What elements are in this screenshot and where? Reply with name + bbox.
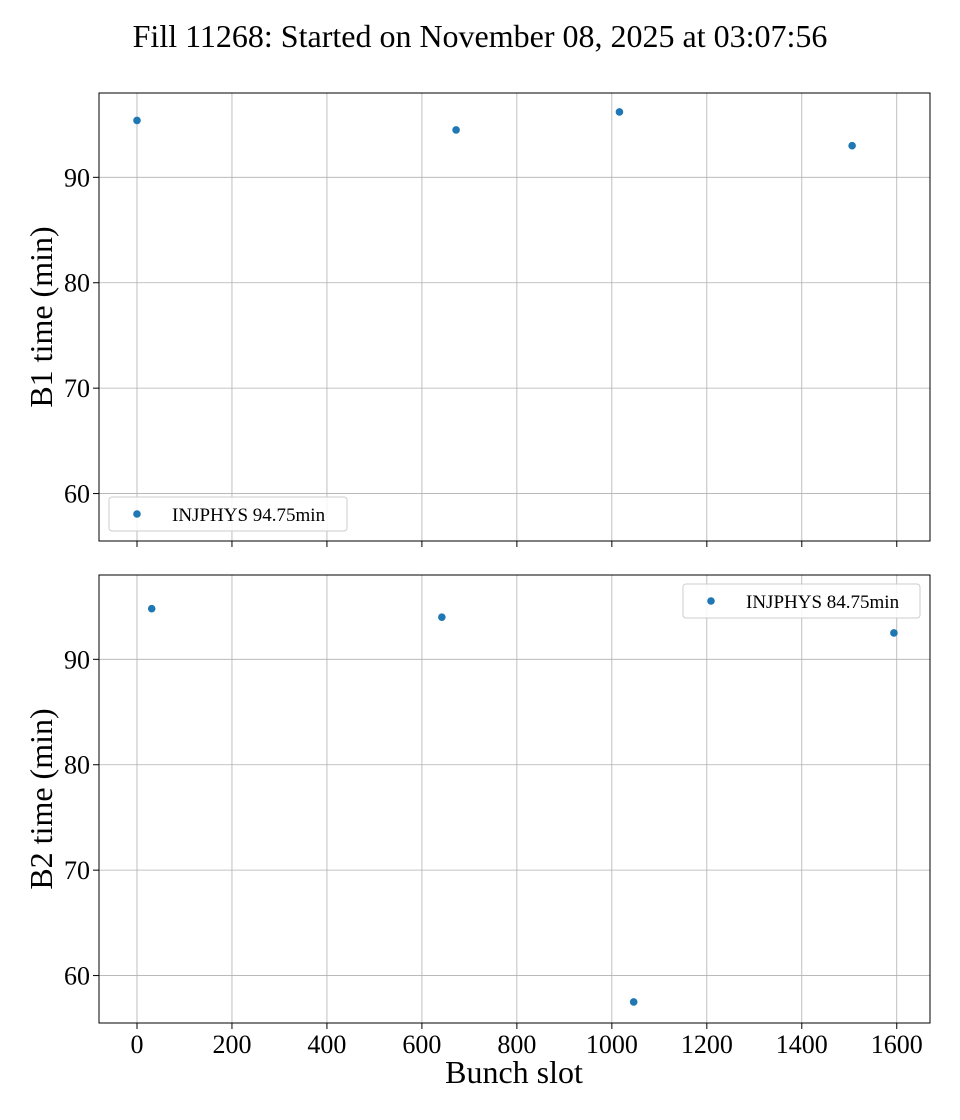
y-tick-label: 60: [64, 962, 90, 991]
x-tick-label: 400: [307, 1030, 346, 1059]
legend-marker: [133, 510, 141, 518]
legend-box: [682, 583, 921, 619]
legend-box: [108, 496, 348, 532]
y-tick-label: 70: [64, 856, 90, 885]
legend-label: INJPHYS 84.75min: [746, 592, 900, 613]
legend-marker: [707, 597, 715, 605]
data-point: [133, 116, 141, 125]
legend-label: INJPHYS 94.75min: [172, 505, 326, 526]
y-axis-label: B1 time (min): [23, 226, 59, 407]
y-tick-label: 90: [64, 163, 90, 192]
x-tick-label: 1200: [681, 1030, 733, 1059]
x-axis-label: Bunch slot: [445, 1054, 583, 1090]
data-point: [629, 998, 638, 1006]
data-point: [452, 126, 460, 134]
y-axis-label: B2 time (min): [23, 708, 59, 889]
top-panel-b1: 60 70 80 90 B1 time (min) INJPHYS 94.75min: [23, 92, 931, 547]
x-tick-label: 1600: [871, 1030, 923, 1059]
y-tick-label: 60: [64, 480, 90, 509]
y-tick-label: 80: [64, 751, 90, 780]
y-tick-label: 90: [64, 645, 90, 674]
legend: INJPHYS 84.75min: [682, 583, 921, 619]
x-tick-label: 600: [402, 1030, 441, 1059]
figure-title: Fill 11268: Started on November 08, 2025…: [132, 18, 828, 54]
y-tick-label: 70: [64, 374, 90, 403]
legend: INJPHYS 94.75min: [108, 496, 348, 532]
x-tick-label: 800: [497, 1030, 536, 1059]
y-tick-label: 80: [64, 269, 90, 298]
data-point: [615, 108, 624, 116]
data-point: [147, 604, 156, 613]
plot-frame: [98, 92, 931, 542]
x-tick-label: 1000: [586, 1030, 638, 1059]
data-point: [890, 629, 898, 637]
plot-frame: [98, 574, 931, 1024]
bottom-panel-b2: 0 200 400 600 800 1000 1200 1400 1600 60 70 80 90 B2 …: [23, 574, 931, 1059]
data-point: [438, 613, 446, 621]
x-tick-label: 0: [130, 1030, 143, 1059]
data-point: [848, 141, 856, 150]
x-tick-label: 1400: [776, 1030, 828, 1059]
x-tick-label: 200: [212, 1030, 251, 1059]
